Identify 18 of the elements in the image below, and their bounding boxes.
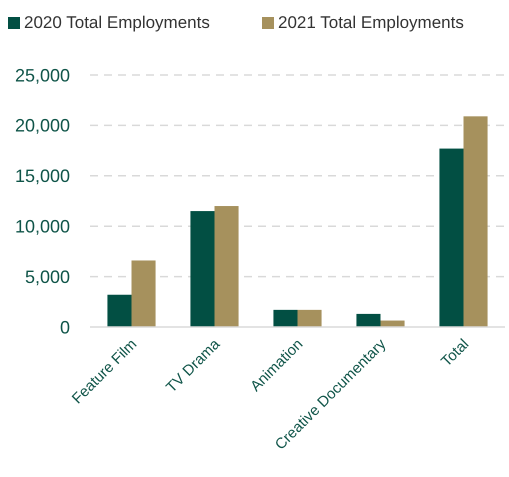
y-tick-label: 10,000 [14,216,70,236]
bar [439,148,464,327]
y-tick-label: 0 [60,317,70,338]
bar [298,310,322,327]
y-tick-label: 15,000 [14,166,70,186]
bar [190,211,214,327]
bar [464,116,488,327]
bar [380,320,405,327]
y-tick-label: 25,000 [14,65,70,86]
legend-label: 2020 Total Employments [24,13,210,32]
bar [273,310,298,327]
bar [107,294,132,327]
bar [356,314,380,327]
legend-label: 2021 Total Employments [278,13,464,32]
y-tick-label: 5,000 [24,266,70,287]
bar [214,206,239,327]
bar [132,260,156,327]
y-tick-label: 20,000 [14,116,70,136]
